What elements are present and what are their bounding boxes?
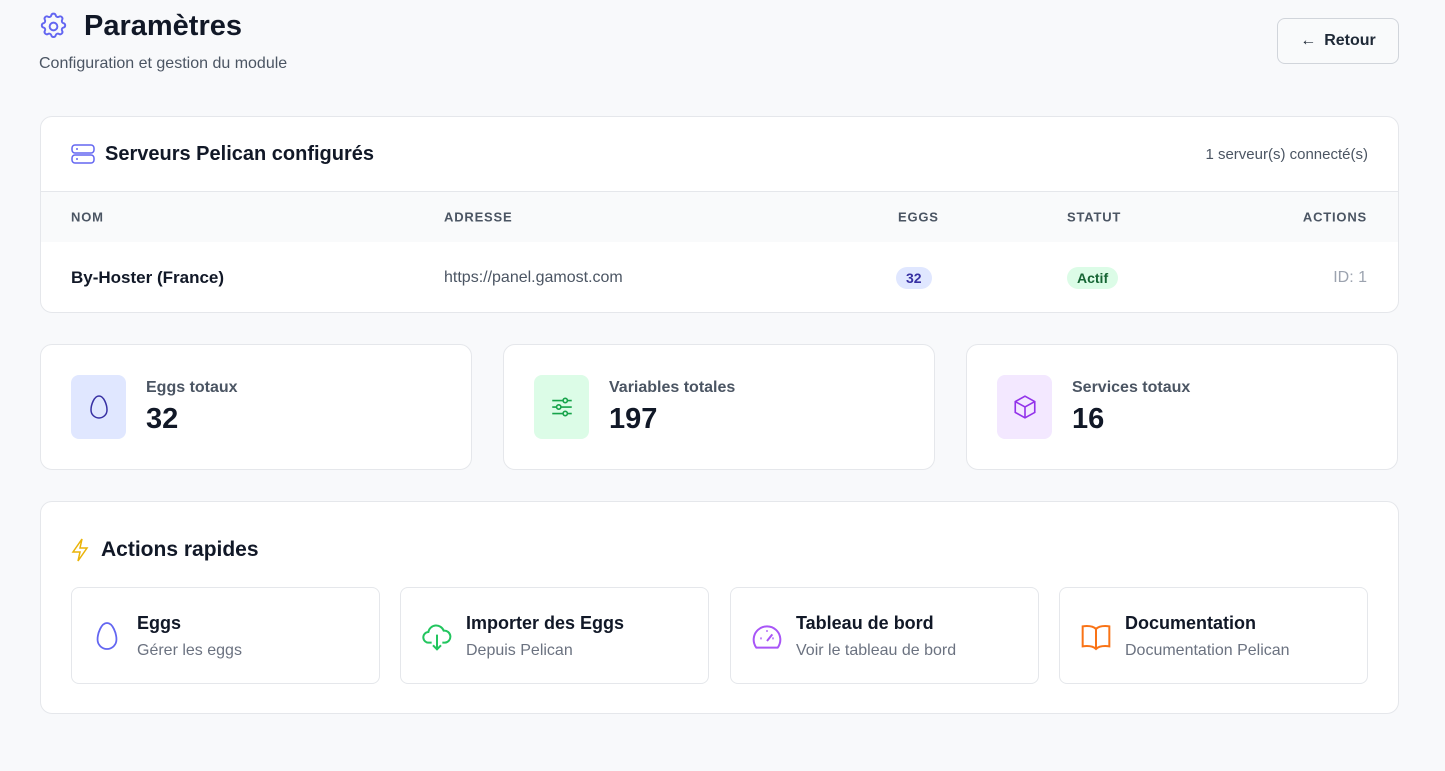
gear-icon <box>40 12 67 38</box>
server-id: ID: 1 <box>1333 268 1367 286</box>
stat-eggs: Eggs totaux 32 <box>40 344 472 470</box>
arrow-left-icon: ← <box>1300 32 1317 49</box>
servers-title: Serveurs Pelican configurés <box>105 142 375 165</box>
page-subtitle: Configuration et gestion du module <box>39 55 288 72</box>
book-icon <box>1081 625 1111 651</box>
action-subtitle: Gérer les eggs <box>137 642 242 659</box>
table-header: NOM ADRESSE EGGS STATUT ACTIONS <box>41 192 1398 242</box>
stat-value: 16 <box>1072 403 1105 435</box>
stat-variables: Variables totales 197 <box>503 344 935 470</box>
eggs-badge: 32 <box>896 266 932 289</box>
server-icon <box>71 144 95 164</box>
col-eggs: EGGS <box>898 209 939 225</box>
back-button[interactable]: ← Retour <box>1277 18 1399 64</box>
action-title: Documentation <box>1125 613 1257 633</box>
stat-value: 197 <box>609 403 658 435</box>
egg-icon <box>96 622 118 650</box>
stat-value: 32 <box>146 403 179 435</box>
action-import-eggs[interactable]: Importer des Eggs Depuis Pelican <box>400 587 709 684</box>
egg-icon <box>89 395 108 419</box>
quick-actions-card: Actions rapides Eggs Gérer les eggs Impo… <box>40 501 1399 714</box>
back-label: Retour <box>1324 32 1376 49</box>
col-statut: STATUT <box>1067 209 1122 225</box>
server-address: https://panel.gamost.com <box>444 268 623 286</box>
col-nom: NOM <box>71 209 104 225</box>
action-eggs[interactable]: Eggs Gérer les eggs <box>71 587 380 684</box>
cube-icon <box>1013 395 1036 419</box>
quick-actions-title: Actions rapides <box>101 538 259 561</box>
stat-label: Eggs totaux <box>146 379 238 396</box>
table-row[interactable]: By-Hoster (France) https://panel.gamost.… <box>41 242 1398 312</box>
lightning-icon <box>71 538 89 562</box>
action-subtitle: Documentation Pelican <box>1125 642 1290 659</box>
action-dashboard[interactable]: Tableau de bord Voir le tableau de bord <box>730 587 1039 684</box>
col-adresse: ADRESSE <box>444 209 513 225</box>
action-title: Importer des Eggs <box>466 613 625 633</box>
status-badge: Actif <box>1067 266 1119 289</box>
gauge-icon <box>752 625 782 649</box>
stat-label: Variables totales <box>609 379 736 396</box>
action-documentation[interactable]: Documentation Documentation Pelican <box>1059 587 1368 684</box>
action-subtitle: Voir le tableau de bord <box>796 642 957 659</box>
servers-card: Serveurs Pelican configurés 1 serveur(s)… <box>40 116 1399 313</box>
action-title: Tableau de bord <box>796 613 934 633</box>
cloud-download-icon <box>422 624 452 651</box>
col-actions: ACTIONS <box>1302 209 1367 225</box>
page-title: Paramètres <box>84 10 242 42</box>
sliders-icon <box>551 397 572 417</box>
action-subtitle: Depuis Pelican <box>466 642 573 659</box>
stat-label: Services totaux <box>1072 379 1191 396</box>
stat-services: Services totaux 16 <box>966 344 1398 470</box>
action-title: Eggs <box>137 613 182 633</box>
servers-count: 1 serveur(s) connecté(s) <box>1205 145 1368 163</box>
server-name: By-Hoster (France) <box>71 267 225 287</box>
